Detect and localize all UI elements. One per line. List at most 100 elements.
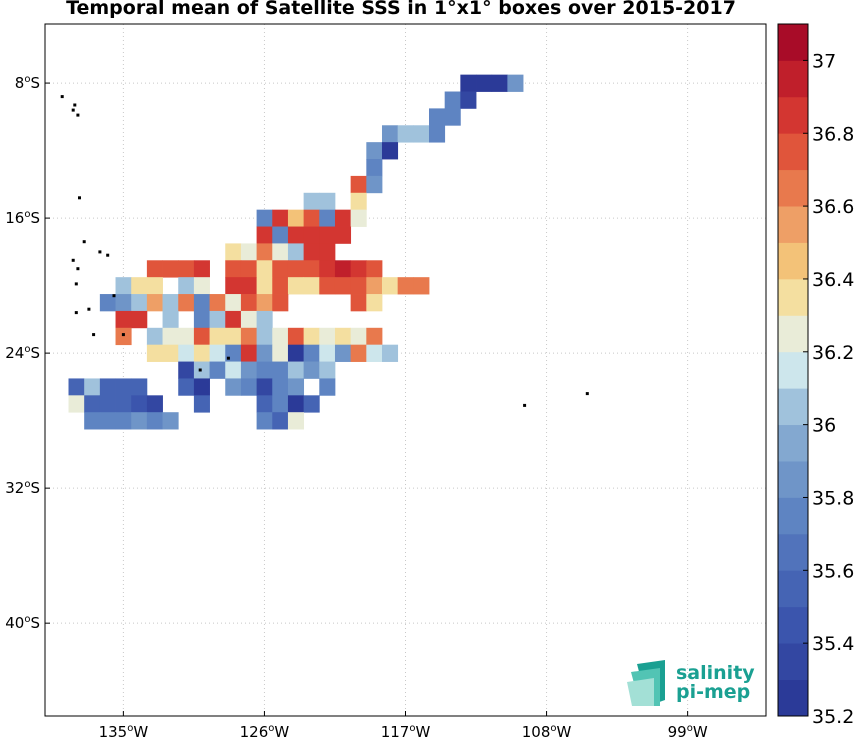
colorbar-segment — [778, 169, 808, 207]
sss-cell — [287, 412, 305, 430]
sss-cell — [319, 192, 336, 211]
sss-cell — [193, 378, 210, 396]
colorbar-segment — [778, 133, 808, 171]
colorbar-segment — [778, 388, 808, 426]
sss-cell — [366, 260, 383, 278]
sss-cell — [193, 260, 210, 278]
island-mark — [585, 392, 589, 396]
sss-cell — [350, 344, 367, 362]
sss-cell — [287, 361, 305, 379]
sss-cell — [225, 277, 242, 295]
sss-cell — [131, 294, 148, 312]
sss-cell — [225, 294, 242, 312]
sss-cell — [366, 159, 383, 177]
colorbar-segment — [778, 206, 808, 243]
sss-cell — [413, 125, 430, 143]
colorbar-segment — [778, 570, 808, 608]
sss-cell — [131, 412, 148, 430]
sss-cell — [225, 260, 242, 278]
sss-cell — [146, 277, 163, 295]
logo-line2: pi-mep — [676, 681, 750, 703]
sss-cell — [146, 395, 163, 413]
sss-cell — [240, 344, 257, 362]
colorbar-tick-label: 36 — [812, 415, 836, 437]
sss-cell — [334, 344, 352, 362]
sss-cell — [193, 395, 210, 413]
sss-cell — [350, 294, 367, 312]
sss-cell — [209, 327, 226, 346]
colorbar-segment — [778, 278, 808, 316]
sss-cell — [460, 91, 477, 109]
sss-cell — [225, 361, 242, 379]
sss-cell — [115, 412, 132, 430]
sss-cell — [256, 277, 273, 295]
island-mark — [73, 103, 77, 107]
sss-cell — [256, 327, 273, 346]
sss-cell — [303, 361, 320, 379]
sss-cell — [303, 260, 320, 278]
sss-cell — [319, 378, 336, 396]
sss-cell — [178, 344, 195, 362]
sss-cell — [334, 226, 352, 244]
colorbar-ticks: 35.2 35.4 35.6 35.8 36 36.2 36.4 36.6 36.8 37 — [803, 50, 854, 728]
data-cells — [68, 74, 524, 430]
sss-cell — [225, 327, 242, 346]
sss-cell — [303, 243, 320, 261]
sss-cell — [131, 395, 148, 413]
colorbar-tick-label: 35.2 — [812, 706, 854, 728]
sss-cell — [240, 327, 257, 346]
island-mark — [78, 196, 81, 200]
x-axis-ticks: 135oW 126oW 117oW 108oW 99oW — [99, 711, 708, 740]
sss-cell — [146, 260, 163, 278]
island-mark — [98, 250, 102, 254]
sss-cell — [366, 344, 383, 362]
sss-cell — [162, 344, 179, 362]
sss-cell — [303, 226, 320, 244]
sss-cell — [99, 395, 116, 413]
sss-cell — [476, 74, 493, 92]
sss-cell — [84, 412, 101, 430]
sss-cell — [99, 412, 116, 430]
sss-cell — [429, 125, 446, 143]
sss-cell — [84, 378, 101, 396]
sss-cell — [272, 260, 289, 278]
sss-cell — [240, 378, 257, 396]
colorbar-segment — [778, 497, 808, 535]
sss-cell — [146, 327, 163, 346]
colorbar-segment — [778, 24, 808, 61]
island-mark — [76, 113, 80, 117]
sss-cell — [366, 294, 383, 312]
sss-cell — [256, 294, 273, 312]
x-tick-label: 99oW — [668, 723, 708, 740]
x-tick-label: 126oW — [240, 723, 290, 740]
island-mark — [71, 108, 75, 112]
sss-cell — [178, 361, 195, 379]
sss-cell — [272, 243, 289, 261]
sss-cell — [115, 277, 132, 295]
chart-title: Temporal mean of Satellite SSS in 1°x1° … — [66, 0, 736, 19]
colorbar-segment — [778, 96, 808, 134]
colorbar — [777, 23, 809, 717]
sss-cell — [287, 260, 305, 278]
sss-cell — [209, 310, 226, 329]
sss-cell — [209, 294, 226, 312]
colorbar-segment — [778, 533, 808, 571]
sss-cell — [84, 395, 101, 413]
sss-cell — [303, 327, 320, 346]
sss-cell — [397, 277, 414, 295]
sss-cell — [303, 209, 320, 227]
sss-cell — [334, 260, 352, 278]
sss-cell — [507, 74, 524, 92]
gridlines — [45, 24, 766, 716]
colorbar-segment — [778, 315, 808, 353]
sss-cell — [319, 361, 336, 379]
sss-cell — [178, 378, 195, 396]
sss-cell — [444, 108, 461, 126]
sss-cell — [350, 175, 367, 194]
colorbar-segment — [778, 242, 808, 280]
sss-cell — [256, 209, 273, 227]
sss-cell — [287, 277, 305, 295]
sss-cell — [366, 327, 383, 346]
sss-cell — [303, 395, 320, 413]
island-mark — [198, 368, 202, 372]
